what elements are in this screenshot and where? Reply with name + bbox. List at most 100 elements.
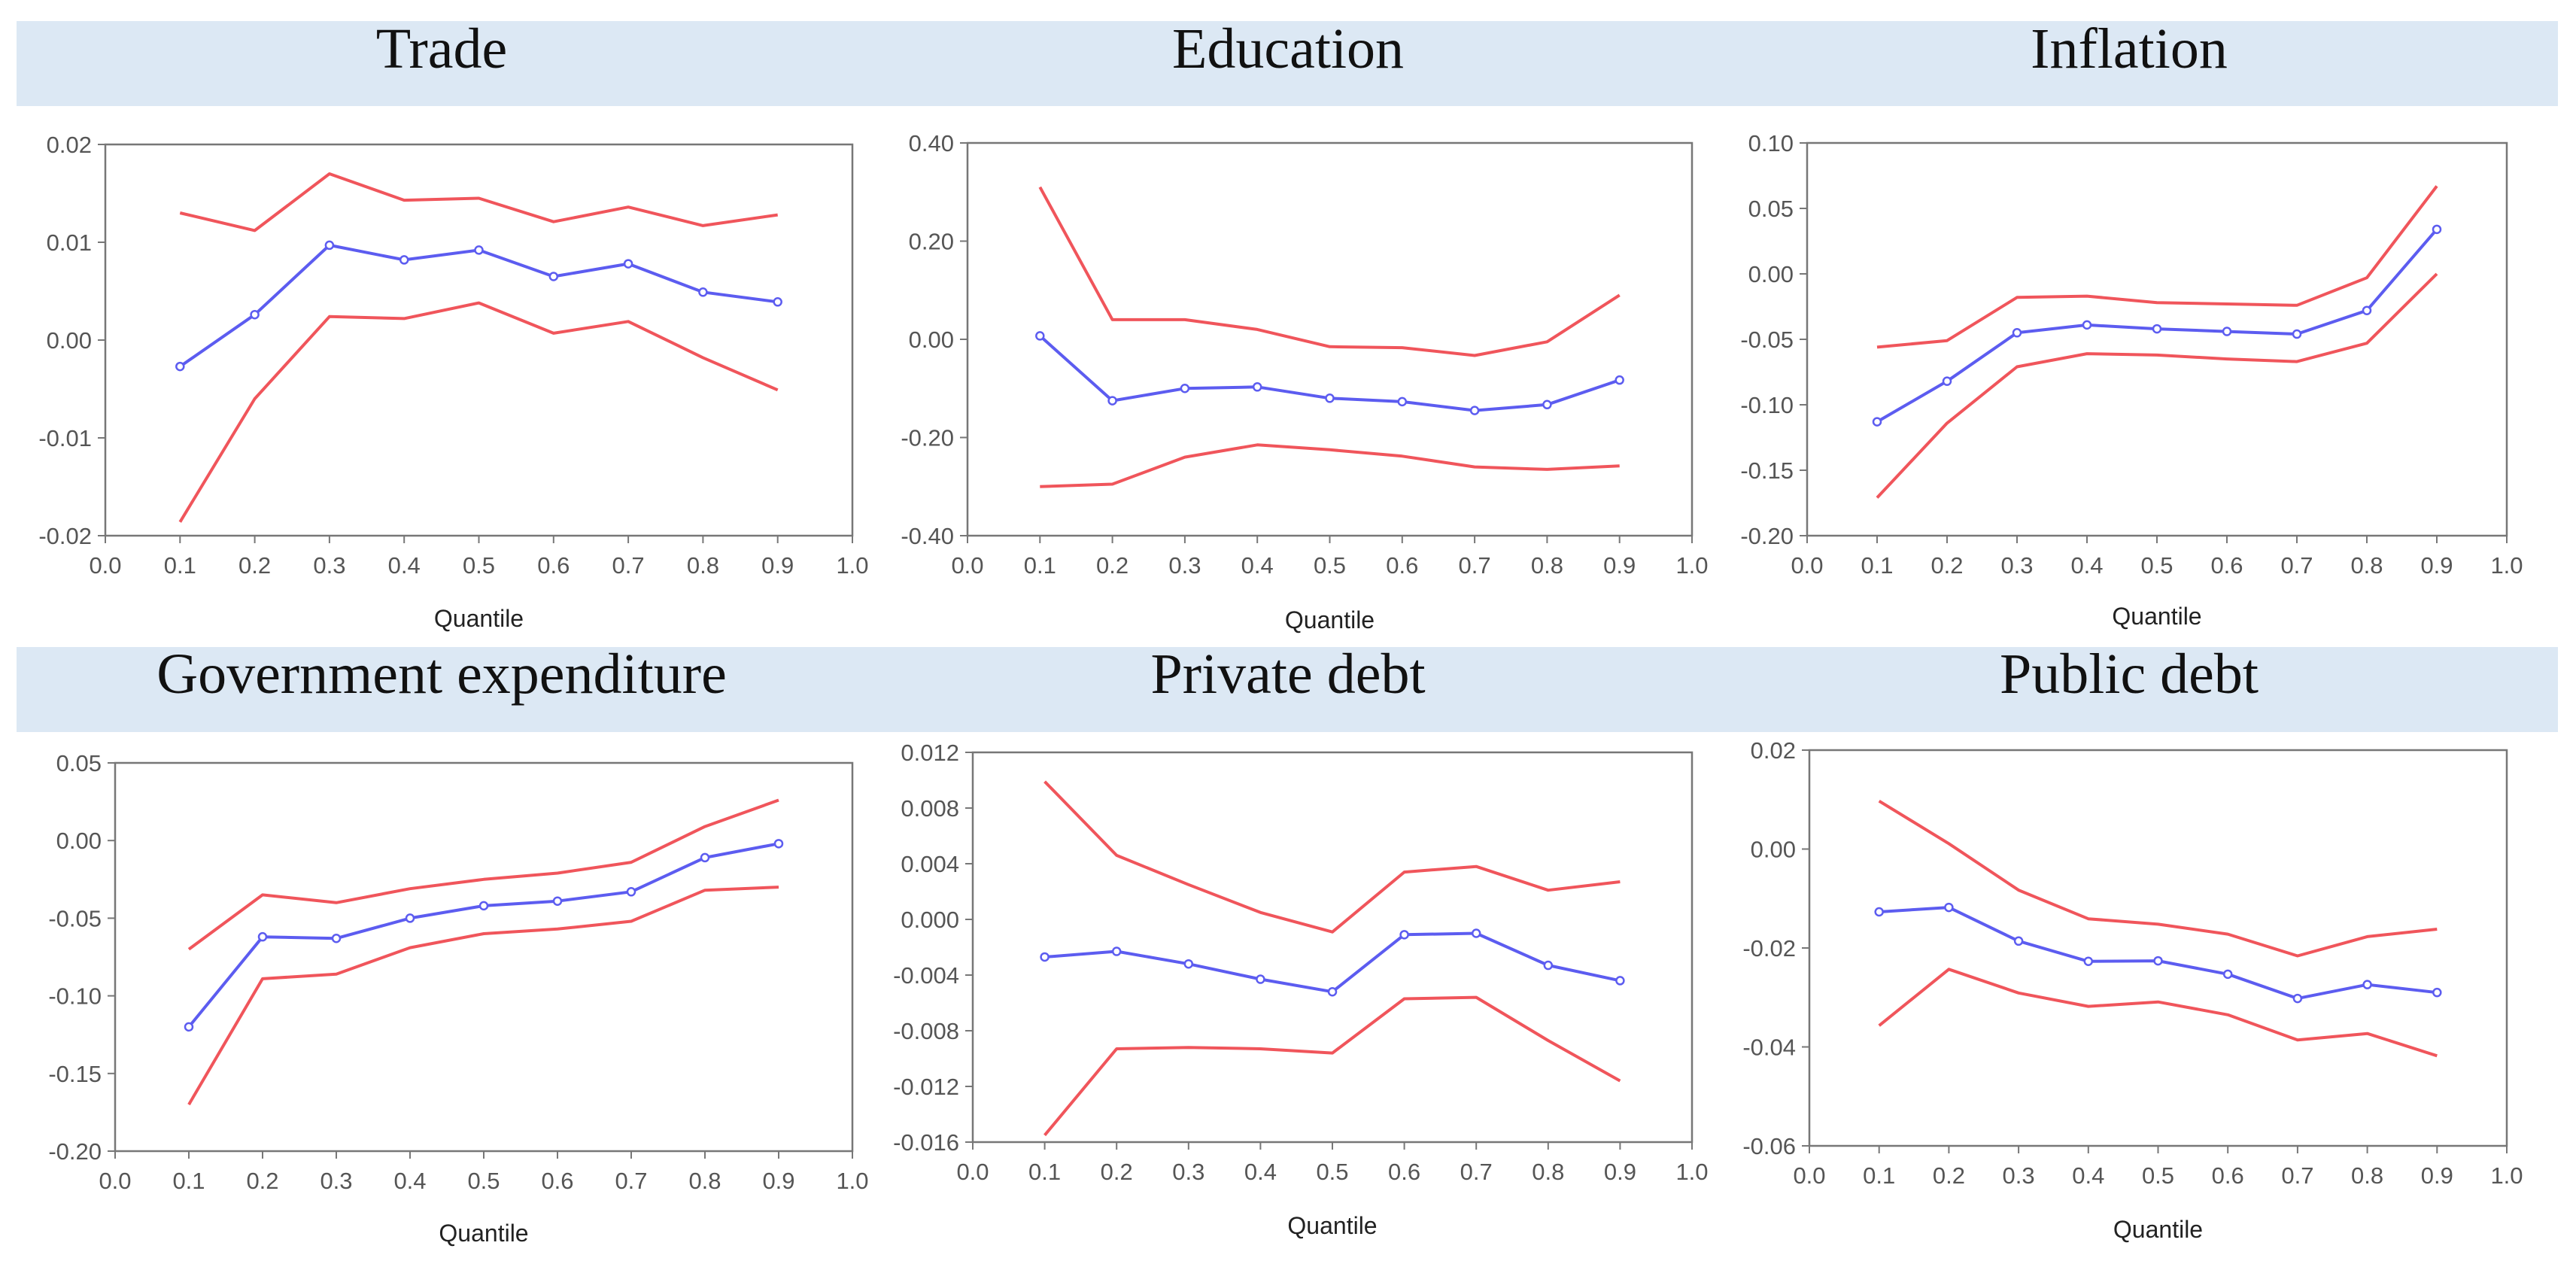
x-tick-label: 0.0 (1791, 552, 1823, 579)
y-tick-label: 0.40 (909, 130, 954, 156)
x-tick-label: 0.8 (1531, 552, 1563, 579)
x-tick-label: 0.2 (1930, 552, 1963, 579)
y-tick-label: -0.20 (901, 425, 954, 451)
x-tick-label: 0.8 (2351, 1162, 2383, 1189)
panel-title: Private debt (1150, 643, 1425, 706)
y-tick-label: -0.012 (893, 1074, 959, 1100)
estimate-point (2152, 324, 2162, 334)
x-tick-label: 1.0 (836, 1168, 868, 1194)
x-tick-label: 0.0 (956, 1159, 989, 1185)
series-line-estimate (187, 842, 779, 1028)
estimate-point (1397, 396, 1408, 407)
estimate-point (2292, 993, 2303, 1004)
estimate-point (700, 852, 710, 863)
x-tick-label: 0.4 (2072, 1162, 2104, 1189)
x-tick-label: 0.0 (89, 552, 121, 579)
y-tick-label: 0.00 (909, 327, 954, 353)
x-tick-label: 0.7 (612, 552, 645, 579)
y-tick-label: 0.008 (901, 795, 959, 822)
y-tick-label: -0.02 (38, 523, 92, 549)
x-tick-label: 1.0 (1675, 552, 1708, 579)
estimate-point (2083, 956, 2094, 967)
x-tick-label: 0.8 (688, 1168, 721, 1194)
x-tick-label: 0.1 (164, 552, 196, 579)
x-tick-label: 0.1 (172, 1168, 205, 1194)
estimate-point (184, 1022, 194, 1032)
estimate-point (2013, 936, 2024, 946)
estimate-point (2222, 969, 2233, 980)
chart-panel-2: Education 0.0 0.1 0.2 0.3 0.4 0.5 0.6 0.7 0.8 0.9 1… (901, 17, 1708, 633)
y-tick-label: 0.004 (901, 851, 959, 877)
estimate-point (405, 913, 415, 923)
series-line-lower (1043, 995, 1621, 1137)
x-tick-label: 0.7 (2280, 552, 2313, 579)
estimate-point (1542, 400, 1552, 410)
series-line-lower (1878, 968, 2438, 1058)
estimate-point (1944, 902, 1954, 913)
y-tick-label: -0.008 (893, 1018, 959, 1044)
x-tick-label: 0.3 (1168, 552, 1201, 579)
x-tick-label: 1.0 (1675, 1159, 1708, 1185)
x-tick-label: 0.9 (761, 552, 794, 579)
estimate-point (548, 272, 559, 281)
x-tick-label: 0.5 (2140, 552, 2173, 579)
panel-title: Government expenditure (156, 643, 727, 706)
estimate-point (1471, 928, 1481, 938)
estimate-point (1874, 907, 1884, 917)
estimate-point (626, 887, 636, 897)
y-tick-label: -0.20 (1740, 523, 1794, 549)
x-tick-label: 0.5 (1314, 552, 1346, 579)
series-line-upper (1038, 186, 1621, 357)
y-tick-label: -0.06 (1742, 1133, 1796, 1159)
estimate-point (1469, 406, 1480, 415)
x-tick-label: 0.4 (2070, 552, 2103, 579)
y-tick-label: -0.10 (48, 983, 102, 1010)
x-tick-label: 1.0 (2490, 552, 2523, 579)
y-tick-label: -0.15 (48, 1061, 102, 1087)
series-line-upper (179, 172, 778, 232)
x-tick-label: 0.6 (537, 552, 570, 579)
panel-title: Trade (376, 17, 508, 81)
estimate-point (250, 309, 260, 320)
x-tick-label: 0.0 (951, 552, 983, 579)
y-tick-label: 0.00 (47, 327, 92, 354)
series-line-lower (178, 301, 779, 523)
x-tick-label: 0.6 (1386, 552, 1418, 579)
estimate-point (2082, 320, 2092, 330)
series-line-estimate (1879, 906, 2438, 1001)
x-tick-label: 0.1 (1028, 1159, 1061, 1185)
x-tick-label: 0.2 (1101, 1159, 1133, 1185)
x-tick-label: 0.2 (1096, 552, 1129, 579)
estimate-point (552, 896, 563, 906)
estimate-point (1183, 959, 1194, 969)
chart-panel-4: Government expenditure 0.0 0.1 0.2 0.3 0.4 0.5… (48, 643, 868, 1247)
x-axis-label: Quantile (1285, 606, 1375, 633)
x-tick-label: 0.8 (687, 552, 719, 579)
estimate-point (1107, 396, 1117, 406)
x-tick-label: 0.3 (1172, 1159, 1204, 1185)
x-tick-label: 0.6 (2210, 552, 2243, 579)
y-tick-label: -0.40 (901, 523, 954, 549)
estimate-point (257, 931, 268, 942)
panel-title: Public debt (2000, 643, 2259, 706)
panel-title: Education (1172, 17, 1404, 81)
x-tick-label: 0.8 (2350, 552, 2383, 579)
x-axis-label: Quantile (2112, 603, 2201, 630)
x-tick-label: 0.9 (1604, 1159, 1636, 1185)
x-tick-label: 0.5 (1316, 1159, 1348, 1185)
series-line-estimate (1044, 931, 1621, 994)
chart-panel-3: Inflation 0.0 0.1 0.2 0.3 0.4 0.5 0.6 0.7 0.8 0.9 1… (1740, 17, 2523, 630)
y-tick-label: 0.000 (901, 907, 959, 933)
y-tick-label: -0.01 (38, 425, 92, 451)
estimate-point (2012, 328, 2022, 338)
plot-frame (966, 141, 1694, 537)
chart-panel-6: Public debt 0.0 0.1 0.2 0.3 0.4 0.5 0.6 0.7 0.8 0.… (1742, 643, 2523, 1243)
y-tick-label: 0.10 (1748, 130, 1794, 156)
plot-frame (114, 761, 854, 1153)
estimate-point (773, 839, 784, 849)
x-tick-label: 0.4 (388, 552, 421, 579)
estimate-point (2222, 327, 2232, 336)
y-tick-label: -0.05 (48, 905, 102, 931)
estimate-point (2153, 956, 2163, 966)
estimate-point (1942, 376, 1952, 386)
